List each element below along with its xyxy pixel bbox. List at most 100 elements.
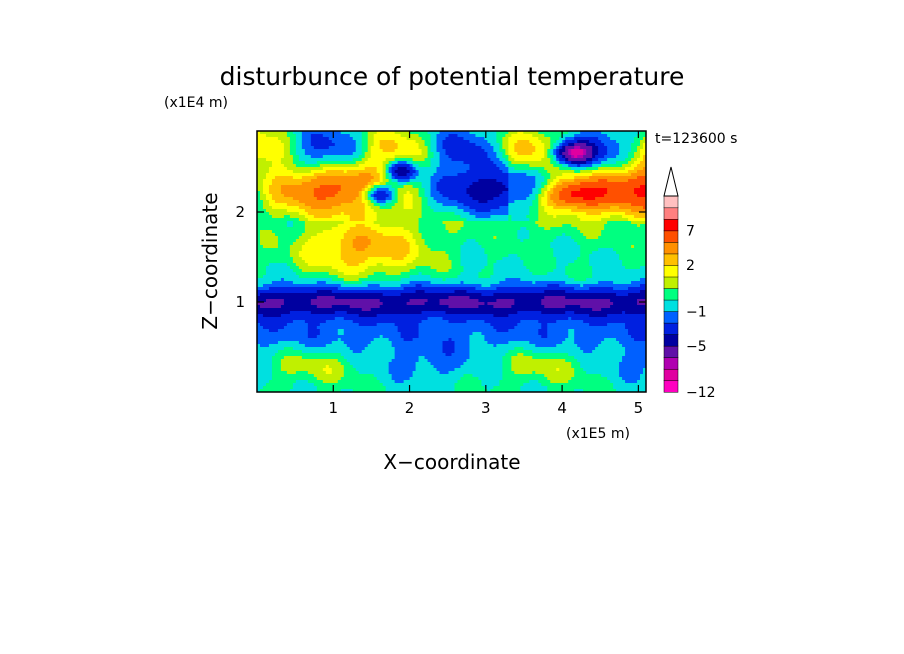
heatmap-cell (556, 173, 560, 177)
heatmap-cell (391, 236, 396, 240)
heatmap-cell (478, 212, 483, 216)
heatmap-cell (643, 200, 646, 204)
heatmap-cell (553, 233, 557, 237)
heatmap-cell (565, 161, 569, 165)
heatmap-cell (451, 131, 456, 135)
heatmap-cell (544, 212, 548, 216)
heatmap-cell (475, 176, 480, 180)
heatmap-cell (257, 215, 261, 219)
heatmap-cell (571, 233, 575, 237)
heatmap-cell (490, 242, 494, 246)
heatmap-cell (394, 233, 399, 237)
heatmap-cell (469, 230, 474, 234)
heatmap-cell (613, 185, 617, 189)
heatmap-cell (397, 167, 402, 171)
heatmap-cell (604, 155, 608, 159)
heatmap-cell (598, 131, 602, 135)
heatmap-cell (451, 242, 456, 246)
heatmap-cell (337, 170, 342, 174)
heatmap-cell (517, 131, 521, 135)
heatmap-cell (547, 167, 551, 171)
heatmap-cell (283, 221, 288, 225)
heatmap-cell (436, 212, 441, 216)
heatmap-cell (556, 224, 560, 228)
heatmap-cell (445, 170, 450, 174)
heatmap-cell (460, 212, 465, 216)
heatmap-cell (394, 146, 399, 150)
heatmap-cell (322, 179, 327, 183)
heatmap-cell (442, 194, 447, 198)
heatmap-cell (553, 227, 557, 231)
heatmap-cell (580, 152, 584, 156)
heatmap-cell (517, 146, 521, 150)
heatmap-cell (382, 134, 387, 138)
heatmap-cell (463, 233, 468, 237)
heatmap-cell (538, 185, 542, 189)
heatmap-cell (268, 137, 273, 141)
heatmap-cell (607, 170, 611, 174)
heatmap-cell (535, 194, 539, 198)
heatmap-cell (586, 203, 590, 207)
heatmap-cell (334, 131, 339, 135)
heatmap-cell (346, 158, 351, 162)
heatmap-cell (415, 134, 420, 138)
heatmap-cell (457, 170, 462, 174)
heatmap-cell (457, 188, 462, 192)
heatmap-cell (289, 176, 294, 180)
heatmap-cell (427, 167, 432, 171)
heatmap-cell (349, 236, 354, 240)
heatmap-cell (271, 185, 276, 189)
heatmap-cell (406, 134, 411, 138)
heatmap-cell (583, 215, 587, 219)
heatmap-cell (532, 161, 536, 165)
heatmap-cell (412, 200, 417, 204)
heatmap-cell (421, 140, 426, 144)
heatmap-cell (511, 221, 515, 225)
heatmap-cell (343, 137, 348, 141)
heatmap-cell (373, 221, 378, 225)
heatmap-cell (439, 200, 444, 204)
heatmap-cell (322, 218, 327, 222)
heatmap-cell (556, 194, 560, 198)
heatmap-cell (397, 146, 402, 150)
heatmap-cell (541, 173, 545, 177)
heatmap-cell (424, 221, 429, 225)
heatmap-cell (319, 146, 324, 150)
heatmap-cell (496, 185, 500, 189)
heatmap-cell (532, 176, 536, 180)
heatmap-cell (451, 134, 456, 138)
heatmap-cell (427, 185, 432, 189)
heatmap-cell (313, 194, 318, 198)
heatmap-cell (316, 194, 321, 198)
heatmap-cell (334, 146, 339, 150)
heatmap-cell (589, 242, 593, 246)
heatmap-cell (574, 242, 578, 246)
heatmap-cell (340, 206, 345, 210)
heatmap-cell (532, 236, 536, 240)
heatmap-cell (367, 236, 372, 240)
heatmap-cell (451, 158, 456, 162)
heatmap-cell (580, 176, 584, 180)
heatmap-cell (460, 227, 465, 231)
heatmap-cell (283, 173, 288, 177)
heatmap-cell (532, 227, 536, 231)
heatmap-cell (493, 152, 497, 156)
heatmap-cell (310, 242, 315, 246)
heatmap-cell (412, 212, 417, 216)
heatmap-cell (538, 167, 542, 171)
heatmap-cell (301, 209, 306, 213)
heatmap-cell (586, 221, 590, 225)
heatmap-cell (257, 218, 261, 222)
heatmap-cell (487, 140, 491, 144)
heatmap-cell (469, 242, 474, 246)
heatmap-cell (271, 215, 276, 219)
heatmap-cell (490, 209, 494, 213)
heatmap-cell (481, 164, 486, 168)
heatmap-cell (445, 197, 450, 201)
heatmap-cell (391, 215, 396, 219)
heatmap-cell (313, 164, 318, 168)
heatmap-cell (496, 230, 500, 234)
heatmap-cell (562, 137, 566, 141)
heatmap-cell (361, 209, 366, 213)
heatmap-cell (424, 212, 429, 216)
